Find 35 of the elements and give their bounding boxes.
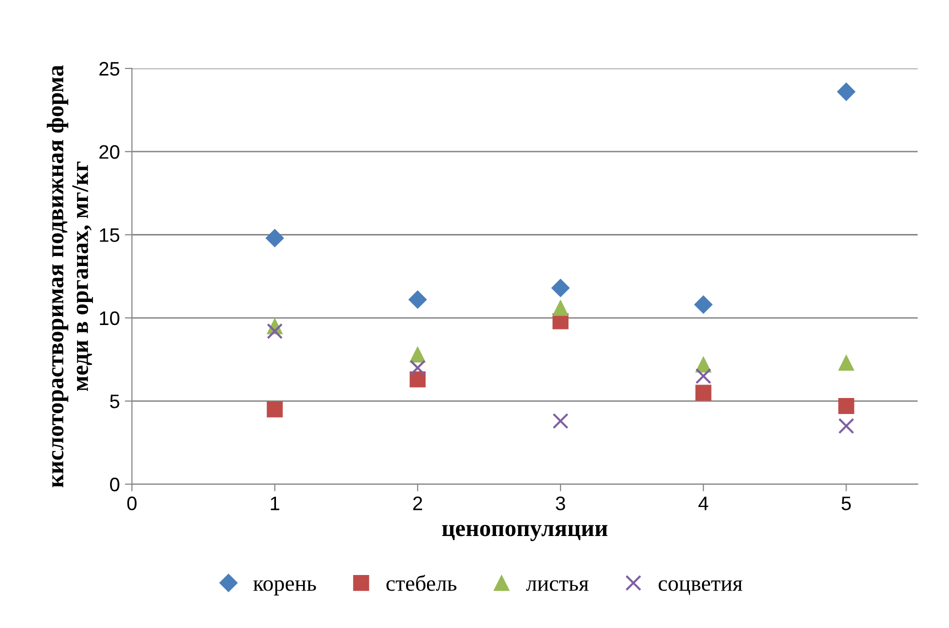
- point: [266, 401, 283, 418]
- y-tick-label: 25: [99, 62, 120, 76]
- x-tick-label: 0: [127, 496, 137, 510]
- x-tick-label: 1: [270, 496, 280, 510]
- x-tick-label: 5: [842, 496, 851, 510]
- point: [552, 413, 569, 429]
- legend-label: соцветия: [658, 580, 742, 596]
- point: [552, 300, 569, 316]
- point: [838, 354, 854, 371]
- point: [837, 82, 856, 101]
- point: [838, 398, 854, 414]
- point: [694, 295, 713, 314]
- y-tick-label: 20: [99, 145, 120, 159]
- y-axis-title: кислоторастворимая подвижная форма меди в органах, мг/кг: [46, 65, 93, 488]
- point: [551, 278, 570, 298]
- point: [695, 384, 712, 401]
- point: [410, 360, 426, 376]
- y-tick-label: 0: [110, 478, 120, 492]
- point: [695, 368, 712, 384]
- legend-label: стебель: [386, 574, 456, 591]
- legend-label: корень: [253, 580, 316, 596]
- x-tick-label: 3: [556, 496, 566, 510]
- y-tick-label: 5: [110, 394, 120, 408]
- x-tick-label: 2: [413, 496, 422, 510]
- point: [408, 290, 427, 309]
- y-tick-label: 10: [100, 311, 120, 326]
- x-tick-label: 4: [698, 496, 708, 510]
- legend-label: листья: [526, 580, 589, 591]
- point: [838, 418, 854, 434]
- x-axis-title: ценопопуляции: [442, 524, 608, 542]
- point: [410, 371, 426, 388]
- y-tick-label: 15: [100, 228, 120, 242]
- point: [410, 346, 426, 362]
- point: [266, 228, 284, 248]
- point: [266, 323, 283, 340]
